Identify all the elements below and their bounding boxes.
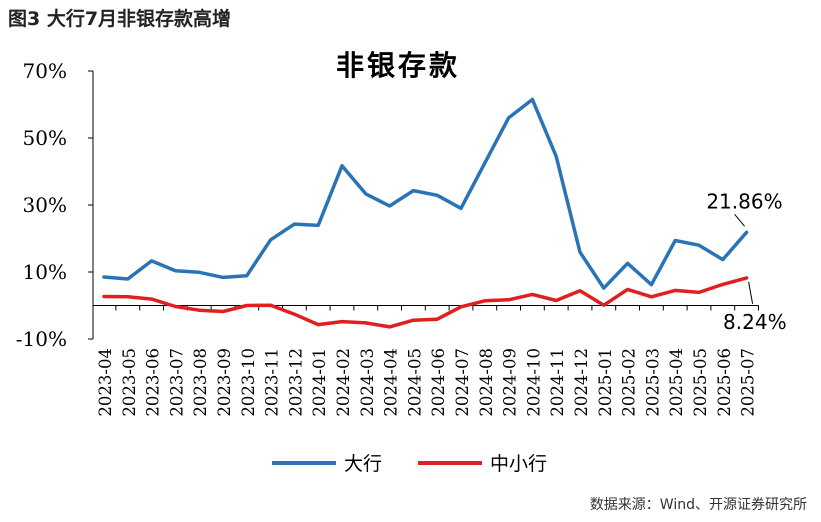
x-tick-label: 2023-06 [144, 348, 163, 417]
x-tick-label: 2025-01 [596, 348, 615, 417]
y-tick-label: 50% [23, 126, 67, 150]
x-tick-label: 2025-02 [620, 348, 639, 417]
x-tick-label: 2023-10 [239, 348, 258, 417]
y-tick-label: 30% [23, 193, 67, 217]
x-tick-label: 2024-07 [453, 348, 472, 417]
legend: 大行 中小行 [272, 453, 547, 475]
x-tick-label: 2023-08 [191, 348, 210, 417]
x-tick-label: 2023-12 [286, 348, 305, 417]
x-tick-label: 2025-06 [715, 348, 734, 417]
source-note: 数据来源：Wind、开源证券研究所 [589, 497, 807, 513]
figure-title: 图3 大行7月非银存款高增 [8, 8, 232, 30]
x-tick-label: 2024-09 [501, 348, 520, 417]
x-tick-label: 2023-05 [120, 348, 139, 417]
x-tick-label: 2024-10 [524, 348, 543, 417]
x-tick-label: 2024-04 [382, 348, 401, 417]
x-tick-label: 2024-05 [405, 348, 424, 417]
y-tick-label: -10% [16, 327, 67, 351]
annotation-small-mid-banks: 8.24% [723, 310, 787, 334]
x-tick-label: 2023-09 [215, 348, 234, 417]
chart-title: 非银存款 [336, 49, 460, 82]
x-tick-label: 2024-02 [334, 348, 353, 417]
x-tick-label: 2023-04 [96, 348, 115, 417]
series-line-large-banks [102, 97, 749, 290]
legend-label-large-banks: 大行 [344, 453, 382, 475]
annotation-leader-small-mid-banks [748, 281, 754, 304]
x-tick-label: 2024-06 [429, 348, 448, 417]
plot-area: 21.86% 8.24% [102, 97, 787, 334]
series-line-small-mid-banks [102, 276, 749, 329]
y-tick-label: 70% [23, 59, 67, 83]
x-tick-label: 2023-07 [167, 348, 186, 417]
annotation-large-banks: 21.86% [706, 189, 782, 213]
x-tick-label: 2024-12 [572, 348, 591, 417]
x-tick-label: 2024-01 [310, 348, 329, 417]
x-tick-label: 2024-08 [477, 348, 496, 417]
x-tick-label: 2025-04 [667, 348, 686, 417]
axes: 70%50%30%10%-10%2023-04 2023-05 2023-06 202… [16, 59, 759, 417]
x-tick-label: 2023-11 [263, 348, 282, 417]
line-chart: 非银存款 70% 50% 30% 10% -10% 2023-04 2023-05 2023-… [16, 49, 787, 475]
x-tick-label: 2025-07 [739, 348, 758, 417]
legend-label-small-mid-banks: 中小行 [490, 453, 547, 475]
annotation-leader-large-banks [734, 213, 745, 227]
x-tick-label: 2024-11 [548, 348, 567, 417]
x-tick-label: 2025-03 [643, 348, 662, 417]
x-tick-label: 2024-03 [358, 348, 377, 417]
x-tick-label: 2025-05 [691, 348, 710, 417]
y-tick-label: 10% [23, 260, 67, 284]
